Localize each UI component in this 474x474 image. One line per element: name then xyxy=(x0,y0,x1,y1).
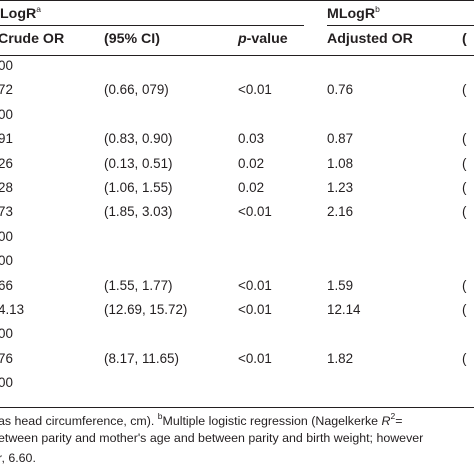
header-bottom-rule xyxy=(0,55,474,56)
col-adjusted-or: Adjusted OR xyxy=(327,31,413,47)
table-bottom-rule xyxy=(0,407,474,408)
ulogr-footnote-marker: a xyxy=(36,4,41,14)
footnote-text-a: as head circumference, cm). xyxy=(0,414,158,428)
cell-ci2: ( xyxy=(462,82,467,98)
table-row: 00 xyxy=(0,58,474,82)
cell-crude-or: 00 xyxy=(0,106,13,122)
cell-crude-or: 28 xyxy=(0,180,13,195)
cell-adjusted-or: 1.23 xyxy=(327,180,354,195)
table-row: 00 xyxy=(0,326,474,350)
cell-ci: (8.17, 11.65) xyxy=(104,350,179,366)
cell-adjusted-or: 2.16 xyxy=(327,204,354,220)
table-row: 66 (1.55, 1.77) <0.01 1.59 ( xyxy=(0,278,474,302)
col-crude-or: Crude OR xyxy=(0,31,65,47)
footnote: as head circumference, cm). bMultiple lo… xyxy=(0,411,474,474)
cell-crude-or: 00 xyxy=(0,228,13,244)
cell-crude-or: 00 xyxy=(0,58,13,73)
footnote-line-2: etween parity and mother's age and betwe… xyxy=(0,431,424,445)
cell-ci2: ( xyxy=(462,204,467,220)
col-p-value: p-value xyxy=(238,31,288,47)
cell-p-value: 0.03 xyxy=(238,131,265,147)
cell-ci2: ( xyxy=(462,180,467,195)
cell-p-value: <0.01 xyxy=(238,82,272,98)
cell-crude-or: 73 xyxy=(0,204,13,220)
cell-p-value: <0.01 xyxy=(238,277,272,293)
table-row: 28 (1.06, 1.55) 0.02 1.23 ( xyxy=(0,180,474,204)
table-row: 73 (1.85, 3.03) <0.01 2.16 ( xyxy=(0,204,474,228)
cell-crude-or: 91 xyxy=(0,131,13,147)
column-header-row: Crude OR (95% CI) p-value Adjusted OR ( xyxy=(0,31,474,51)
table-row: 72 (0.66, 079) <0.01 0.76 ( xyxy=(0,82,474,106)
cell-ci: (0.83, 0.90) xyxy=(104,131,173,147)
table-row: 91 (0.83, 0.90) 0.03 0.87 ( xyxy=(0,131,474,155)
mlogr-footnote-marker: b xyxy=(375,4,380,14)
footnote-r-squared: 2 xyxy=(390,411,396,421)
cell-ci: (1.06, 1.55) xyxy=(104,180,173,195)
footnote-r-symbol: R xyxy=(381,414,391,428)
cell-ci: (0.13, 0.51) xyxy=(104,155,173,171)
cell-ci: (1.85, 3.03) xyxy=(104,204,173,220)
cell-p-value: 0.02 xyxy=(238,155,265,171)
table-row: 00 xyxy=(0,375,474,399)
cell-ci: (12.69, 15.72) xyxy=(104,302,188,317)
cell-ci2: ( xyxy=(462,350,467,366)
table-row: 76 (8.17, 11.65) <0.01 1.82 ( xyxy=(0,351,474,375)
cell-ci2: ( xyxy=(462,155,467,171)
cell-crude-or: 00 xyxy=(0,253,13,269)
cell-crude-or: 00 xyxy=(0,375,13,391)
ulogr-group-header: LogRa xyxy=(0,4,41,22)
mlogr-group-header: MLogRb xyxy=(327,4,380,22)
cell-ci: (0.66, 079) xyxy=(104,82,169,98)
table-body: 00 72 (0.66, 079) <0.01 0.76 (00 91 (0.83, 0.90… xyxy=(0,58,474,408)
cell-ci: (1.55, 1.77) xyxy=(104,277,173,293)
cell-crude-or: 66 xyxy=(0,277,13,293)
ulogr-label: LogR xyxy=(0,6,37,22)
table-row: 00 xyxy=(0,253,474,277)
footnote-text-c: = xyxy=(395,414,403,428)
cell-adjusted-or: 1.59 xyxy=(327,277,354,293)
table-row: 00 xyxy=(0,229,474,253)
mlogr-label: MLogR xyxy=(327,6,376,22)
footnote-marker-b: b xyxy=(157,411,163,421)
mlogr-group-rule xyxy=(327,25,474,26)
cell-p-value: 0.02 xyxy=(238,180,265,195)
col-ci: (95% CI) xyxy=(104,31,160,47)
table-row: 00 xyxy=(0,107,474,131)
cell-adjusted-or: 12.14 xyxy=(327,302,361,317)
cell-crude-or: 4.13 xyxy=(0,302,25,317)
table-row: 4.13 (12.69, 15.72) <0.01 12.14 ( xyxy=(0,302,474,326)
cell-ci2: ( xyxy=(462,277,467,293)
ulogr-group-rule xyxy=(0,25,304,26)
footnote-line-1: as head circumference, cm). bMultiple lo… xyxy=(0,411,402,428)
cell-ci2: ( xyxy=(462,302,467,317)
footnote-text-b: Multiple logistic regression (Nagelkerke xyxy=(162,414,382,428)
cell-adjusted-or: 1.08 xyxy=(327,155,354,171)
cell-crude-or: 26 xyxy=(0,155,13,171)
cell-ci2: ( xyxy=(462,131,467,147)
table-top-rule xyxy=(0,0,474,1)
col-ci2-fragment: ( xyxy=(462,31,467,47)
table-row: 26 (0.13, 0.51) 0.02 1.08 ( xyxy=(0,156,474,180)
cell-p-value: <0.01 xyxy=(238,204,272,220)
cell-crude-or: 72 xyxy=(0,82,13,98)
cell-p-value: <0.01 xyxy=(238,350,272,366)
col-p-rest: -value xyxy=(246,31,288,47)
cell-adjusted-or: 0.87 xyxy=(327,131,354,147)
cell-crude-or: 76 xyxy=(0,350,13,366)
cell-p-value: <0.01 xyxy=(238,302,272,317)
cell-adjusted-or: 0.76 xyxy=(327,82,354,98)
cell-adjusted-or: 1.82 xyxy=(327,350,354,366)
cell-crude-or: 00 xyxy=(0,326,13,342)
footnote-line-3: r, 6.60. xyxy=(0,451,36,465)
col-p-italic: p xyxy=(238,31,247,47)
